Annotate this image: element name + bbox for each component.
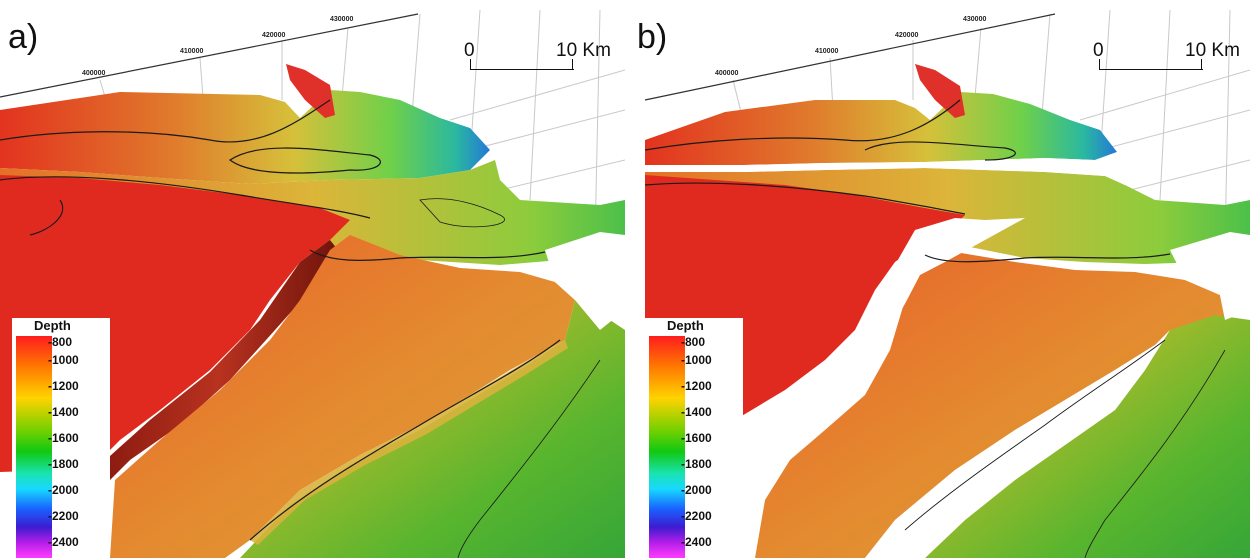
scale-bar: 0 10 Km (464, 40, 618, 80)
easting-coord-label: 430000 (963, 16, 987, 23)
north-surface (0, 90, 490, 184)
legend-tick: -2200 (681, 509, 712, 523)
north-block (645, 92, 1117, 165)
depth-legend: Depth -800 -1000 -1200 -1400 -1600 -1800… (645, 318, 743, 558)
legend-tick: -1600 (681, 431, 712, 445)
legend-tick: -1800 (48, 457, 79, 471)
scale-line (470, 69, 574, 70)
easting-coord-label: 400000 (715, 70, 739, 77)
scale-tick (1099, 59, 1100, 70)
fault-gap-north (645, 152, 1125, 185)
depth-legend: Depth -800 -1000 -1200 -1400 -1600 -1800… (12, 318, 110, 558)
scale-start-label: 0 (464, 40, 475, 61)
contour-lines (0, 99, 601, 558)
legend-title: Depth (667, 318, 704, 333)
legend-tick: -2400 (681, 535, 712, 549)
panel-label: b) (637, 18, 668, 56)
scale-tick (572, 59, 573, 70)
axis-line (0, 13, 419, 98)
easting-coord-label: 420000 (262, 32, 286, 39)
panel-a: 400000 410000 420000 430000 a) 0 10 Km D… (0, 9, 625, 558)
axis-line (644, 13, 1056, 101)
legend-tick: -2400 (48, 535, 79, 549)
legend-tick: -1400 (681, 405, 712, 419)
legend-tick: -1200 (48, 379, 79, 393)
color-ramp (16, 336, 52, 558)
easting-coord-label: 410000 (815, 48, 839, 55)
fault-wall-east (250, 340, 568, 545)
scale-end-label: 10 Km (1185, 40, 1240, 61)
legend-tick: -2000 (681, 483, 712, 497)
legend-tick: -1000 (681, 353, 712, 367)
easting-coord-label: 410000 (180, 48, 204, 55)
legend-tick: -1000 (48, 353, 79, 367)
legend-tick: -1600 (48, 431, 79, 445)
legend-tick: -800 (681, 335, 706, 349)
central-surface (110, 235, 575, 558)
scale-tick (470, 59, 471, 70)
scale-bar: 0 10 Km (1093, 40, 1247, 80)
scale-end-label: 10 Km (556, 40, 611, 61)
fault-wall (100, 240, 338, 480)
contour-lines (644, 99, 1226, 558)
easting-coord-label: 400000 (82, 70, 106, 77)
legend-title: Depth (34, 318, 71, 333)
color-ramp (649, 336, 685, 558)
easting-coord-label: 430000 (330, 16, 354, 23)
central-block (755, 252, 1225, 558)
no-data-gap (1170, 232, 1250, 320)
legend-tick: -2200 (48, 509, 79, 523)
panel-b: 400000 410000 420000 430000 b) 0 10 Km D… (625, 0, 1250, 558)
no-data-gap (545, 232, 625, 330)
scale-start-label: 0 (1093, 40, 1104, 61)
depth-surface-3d-view (644, 9, 1250, 558)
fault-gap-west (745, 218, 1025, 470)
legend-tick: -1200 (681, 379, 712, 393)
panel-label: a) (8, 18, 39, 56)
easting-coord-label: 420000 (895, 32, 919, 39)
legend-tick: -2000 (48, 483, 79, 497)
legend-tick: -1400 (48, 405, 79, 419)
legend-tick: -1800 (681, 457, 712, 471)
scale-line (1099, 69, 1203, 70)
scale-tick (1201, 59, 1202, 70)
legend-tick: -800 (48, 335, 73, 349)
north-tip (915, 64, 965, 118)
east-block (925, 315, 1250, 558)
